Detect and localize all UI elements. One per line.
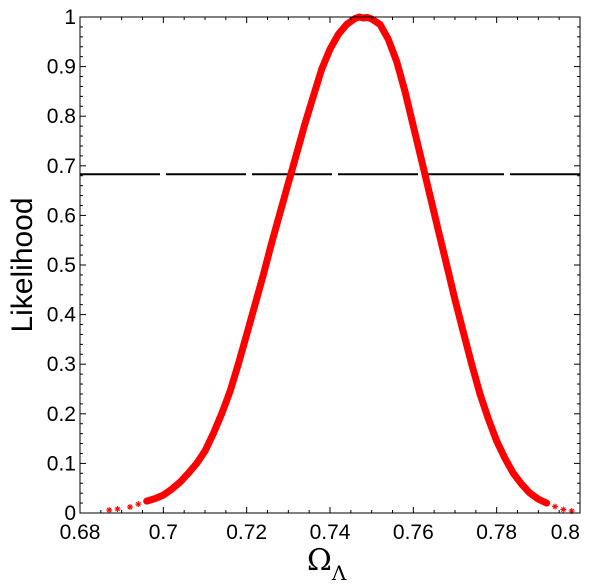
y-tick-label: 0.1 xyxy=(47,452,76,475)
likelihood-point xyxy=(518,481,525,488)
likelihood-point xyxy=(185,470,192,477)
likelihood-point xyxy=(477,391,483,397)
likelihood-point xyxy=(202,448,208,454)
likelihood-point xyxy=(143,498,150,505)
y-tick-label: 0.9 xyxy=(47,56,76,79)
likelihood-point xyxy=(393,58,400,65)
likelihood-point xyxy=(210,430,217,437)
likelihood-point xyxy=(327,46,333,53)
likelihood-point xyxy=(385,36,392,43)
likelihood-point xyxy=(335,31,342,38)
likelihood-point xyxy=(343,21,350,28)
y-tick-label: 0.4 xyxy=(47,304,77,327)
likelihood-point xyxy=(235,361,242,368)
x-axis-label-main: Ω xyxy=(307,543,332,578)
likelihood-point xyxy=(502,455,508,462)
y-axis-label: Likelihood xyxy=(6,197,39,332)
likelihood-point xyxy=(106,507,113,513)
likelihood-point xyxy=(527,490,533,497)
likelihood-point xyxy=(510,470,517,477)
likelihood-point xyxy=(410,123,417,130)
y-tick-label: 0.6 xyxy=(47,204,76,227)
likelihood-point xyxy=(535,496,542,503)
y-tick-label: 0.5 xyxy=(47,254,76,277)
likelihood-point xyxy=(402,88,408,95)
likelihood-point xyxy=(568,508,575,514)
likelihood-point xyxy=(177,479,183,486)
likelihood-point xyxy=(135,501,142,508)
x-tick-label: 0.72 xyxy=(226,521,267,544)
likelihood-point xyxy=(218,410,225,417)
y-tick-label: 0.7 xyxy=(47,155,76,178)
likelihood-point xyxy=(493,438,500,445)
x-axis-label: ΩΛ xyxy=(307,543,347,585)
likelihood-point xyxy=(560,506,567,513)
likelihood-point xyxy=(293,150,300,157)
likelihood-point xyxy=(310,93,317,100)
likelihood-point xyxy=(252,301,258,308)
y-tick-label: 1 xyxy=(64,6,76,29)
likelihood-point xyxy=(460,329,467,335)
x-tick-label: 0.8 xyxy=(551,521,580,544)
likelihood-point xyxy=(427,192,433,199)
x-tick-label: 0.74 xyxy=(310,521,351,544)
likelihood-point xyxy=(168,486,175,493)
y-tick-label: 0.8 xyxy=(47,105,76,128)
likelihood-point xyxy=(243,331,250,338)
likelihood-point xyxy=(318,66,325,73)
x-tick-label: 0.76 xyxy=(393,521,434,544)
likelihood-point xyxy=(443,262,450,268)
x-tick-label: 0.78 xyxy=(476,521,517,544)
likelihood-point xyxy=(302,120,308,127)
likelihood-point xyxy=(418,157,425,164)
likelihood-point xyxy=(193,460,200,467)
axis-ticks xyxy=(79,16,581,514)
y-tick-label: 0.2 xyxy=(47,403,76,426)
likelihood-point xyxy=(485,415,492,422)
x-axis-label-subscript: Λ xyxy=(331,561,347,585)
x-tick-labels: 0.68 0.7 0.72 0.74 0.76 0.78 0.8 xyxy=(60,521,580,544)
likelihood-point xyxy=(127,504,133,510)
likelihood-curve-band xyxy=(143,13,551,507)
y-tick-label: 0 xyxy=(64,502,76,525)
x-tick-label: 0.68 xyxy=(60,521,101,544)
likelihood-point xyxy=(285,180,292,187)
likelihood-point xyxy=(268,239,275,246)
likelihood-point xyxy=(552,503,558,510)
likelihood-point xyxy=(468,361,475,368)
likelihood-point xyxy=(114,506,121,512)
y-tick-labels: 0 0.1 0.2 0.3 0.4 0.5 0.6 0.7 0.8 0.9 1 xyxy=(47,6,77,525)
likelihood-point xyxy=(152,495,158,502)
plot-area xyxy=(80,13,580,514)
plot-frame xyxy=(79,16,581,514)
x-tick-label: 0.7 xyxy=(149,521,178,544)
likelihood-point xyxy=(260,271,267,278)
y-tick-label: 0.3 xyxy=(47,353,76,376)
likelihood-point xyxy=(377,21,383,28)
likelihood-point xyxy=(543,500,550,507)
likelihood-point xyxy=(227,388,233,395)
likelihood-point xyxy=(435,227,442,234)
likelihood-point xyxy=(452,296,458,303)
likelihood-point xyxy=(160,492,167,499)
likelihood-point xyxy=(277,209,283,216)
